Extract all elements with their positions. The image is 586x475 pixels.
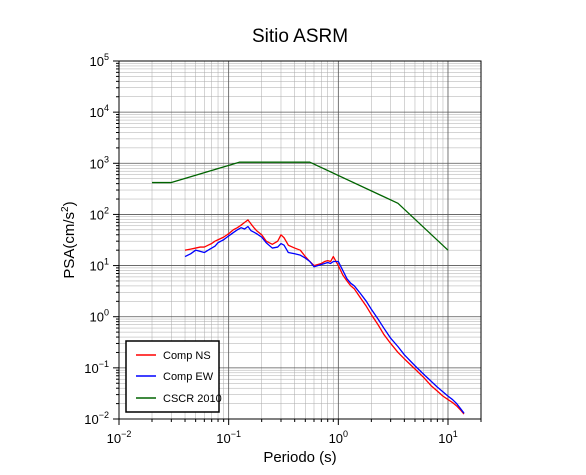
- series-layer: [152, 161, 465, 415]
- y-axis-label-sup: 2: [60, 206, 71, 212]
- y-tick-label: 101: [90, 257, 109, 274]
- x-axis-label: Periodo (s): [263, 449, 336, 466]
- chart-title: Sitio ASRM: [252, 26, 348, 47]
- y-tick-label: 105: [90, 52, 109, 69]
- legend: Comp NS Comp EW CSCR 2010: [125, 340, 222, 413]
- svg-text:PSA(cm/s2): PSA(cm/s2): [60, 201, 78, 278]
- x-tick-label: 10−1: [216, 429, 241, 446]
- axis-ticks: [113, 60, 482, 425]
- y-tick-label: 100: [90, 308, 109, 325]
- legend-label-ns: Comp NS: [163, 350, 211, 362]
- legend-label-ew: Comp EW: [163, 371, 214, 383]
- y-tick-label: 102: [90, 205, 109, 222]
- x-tick-label: 101: [438, 429, 457, 446]
- series-cscr-2010-line: [152, 161, 449, 251]
- y-tick-labels: 10−2 10−1 100 101 102 103 104 105: [84, 52, 109, 427]
- plot-frame: [118, 60, 482, 420]
- y-tick-label: 10−1: [84, 359, 109, 376]
- x-tick-label: 10−2: [107, 429, 132, 446]
- minor-grid: [119, 61, 482, 419]
- x-tick-label: 100: [329, 429, 348, 446]
- y-tick-label: 103: [90, 154, 109, 171]
- x-tick-labels: 10−2 10−1 100 101: [107, 429, 458, 446]
- y-tick-label: 104: [90, 103, 109, 120]
- legend-label-cscr: CSCR 2010: [163, 393, 222, 405]
- y-axis-label-end: ): [61, 201, 78, 206]
- y-axis-label: PSA(cm/s2): [60, 201, 78, 278]
- series-comp-ew-line: [184, 225, 465, 414]
- y-axis-label-base: PSA(cm/s: [61, 212, 78, 279]
- y-tick-label: 10−2: [84, 410, 109, 427]
